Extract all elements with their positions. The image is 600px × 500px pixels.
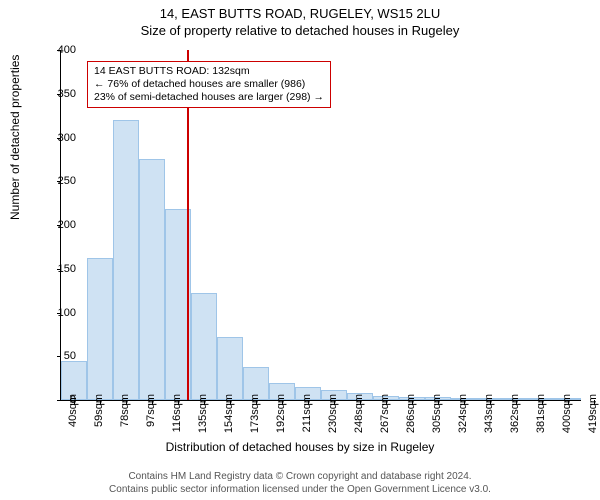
x-tick-label: 419sqm [587,394,599,433]
x-tick-label: 154sqm [223,394,235,433]
histogram-bar [87,258,113,400]
histogram-bar [217,337,243,400]
footer-attribution: Contains HM Land Registry data © Crown c… [0,471,600,496]
title-address: 14, EAST BUTTS ROAD, RUGELEY, WS15 2LU [0,6,600,21]
footer-line-1: Contains HM Land Registry data © Crown c… [0,471,600,484]
footer-line-2: Contains public sector information licen… [0,484,600,497]
x-tick-label: 97sqm [145,394,157,427]
histogram-bar [139,159,165,400]
chart-area: Number of detached properties 14 EAST BU… [0,40,600,440]
y-tick-label: 300 [46,132,76,144]
y-tick-label: 150 [46,263,76,275]
x-tick-label: 78sqm [119,394,131,427]
y-tick-label: 200 [46,219,76,231]
x-tick-label: 267sqm [379,394,391,433]
x-tick-label: 248sqm [353,394,365,433]
annotation-line-2: ← 76% of detached houses are smaller (98… [94,78,324,91]
x-tick-label: 343sqm [483,394,495,433]
histogram-bar [191,293,217,400]
annotation-line-3: 23% of semi-detached houses are larger (… [94,91,324,104]
title-subtitle: Size of property relative to detached ho… [0,23,600,38]
x-tick-label: 362sqm [509,394,521,433]
x-tick-label: 135sqm [197,394,209,433]
x-tick-label: 192sqm [275,394,287,433]
x-tick-label: 324sqm [457,394,469,433]
chart-title-block: 14, EAST BUTTS ROAD, RUGELEY, WS15 2LU S… [0,0,600,38]
histogram-bar [113,120,139,400]
x-tick-label: 305sqm [431,394,443,433]
y-tick-label: 250 [46,175,76,187]
x-tick-label: 116sqm [171,394,183,432]
x-axis-label: Distribution of detached houses by size … [0,440,600,454]
x-tick-label: 286sqm [405,394,417,433]
annotation-box: 14 EAST BUTTS ROAD: 132sqm ← 76% of deta… [87,61,331,108]
y-tick-label: 350 [46,88,76,100]
x-tick-label: 230sqm [327,394,339,433]
x-tick-label: 40sqm [67,394,79,427]
y-tick-label: 50 [46,350,76,362]
plot-region: 14 EAST BUTTS ROAD: 132sqm ← 76% of deta… [60,50,581,401]
x-tick-label: 400sqm [561,394,573,433]
x-tick-label: 381sqm [535,394,547,433]
y-tick-label: 400 [46,44,76,56]
y-axis-label: Number of detached properties [8,55,22,220]
y-tick-label: 100 [46,307,76,319]
x-tick-label: 173sqm [249,394,261,433]
x-tick-label: 59sqm [93,394,105,427]
annotation-line-1: 14 EAST BUTTS ROAD: 132sqm [94,65,324,78]
x-tick-label: 211sqm [301,394,313,432]
